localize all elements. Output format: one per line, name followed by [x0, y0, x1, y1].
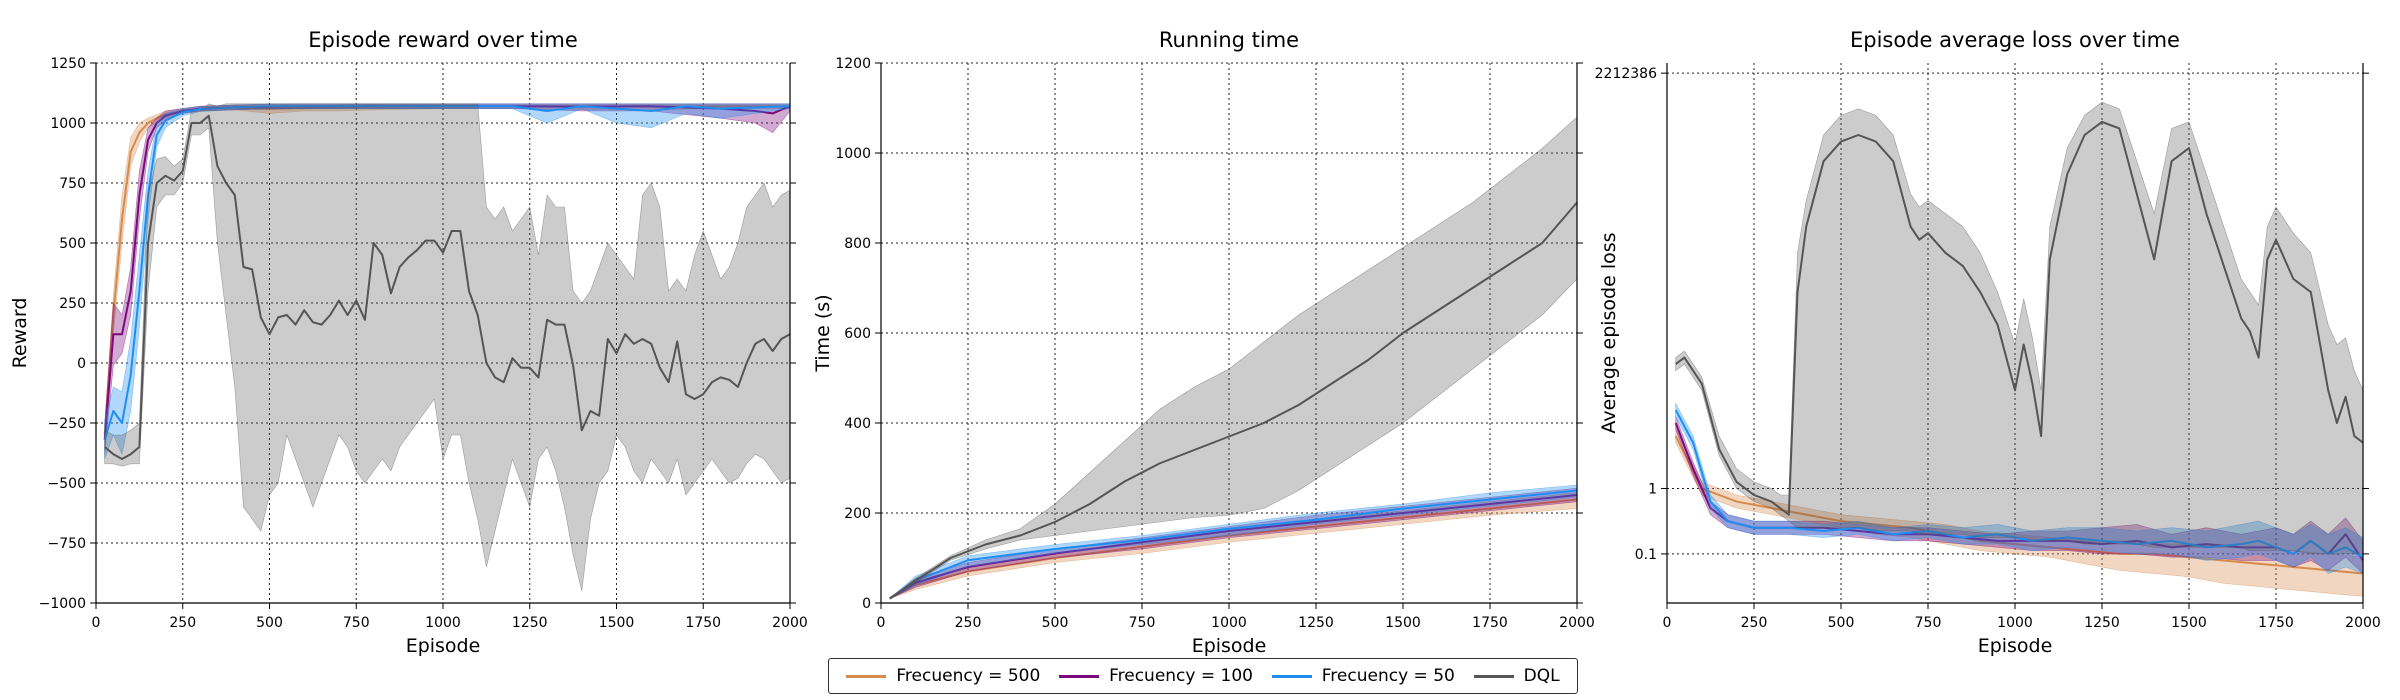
- x-tick-label: 250: [1741, 615, 1768, 631]
- series-line-dql: [889, 201, 1578, 600]
- x-tick-label: 500: [1828, 615, 1855, 631]
- x-axis-label: Episode: [1978, 635, 2053, 657]
- x-tick-label: 1250: [2084, 615, 2120, 631]
- legend-item-freq-100: Frecuency = 100: [1059, 666, 1253, 686]
- x-tick-label: 1500: [599, 615, 635, 631]
- chart-title: Episode reward over time: [308, 28, 578, 52]
- y-axis-label: Time (s): [812, 294, 834, 372]
- legend-item-freq-500: Frecuency = 500: [846, 666, 1040, 686]
- series-line-frecuency-500: [1674, 435, 2364, 575]
- x-tick-label: 500: [256, 615, 283, 631]
- series-line-frecuency-50: [103, 105, 791, 441]
- x-tick-label: 1750: [2258, 615, 2294, 631]
- legend-label-freq-500: Frecuency = 500: [896, 666, 1041, 686]
- x-tick-label: 750: [1915, 615, 1942, 631]
- series-line-dql: [104, 114, 791, 460]
- x-tick-label: 250: [169, 615, 196, 631]
- x-tick-label: 0: [92, 615, 101, 631]
- x-tick-label: 250: [955, 615, 982, 631]
- series-line-frecuency-50: [1674, 409, 2364, 559]
- legend-label-dql: DQL: [1523, 666, 1560, 686]
- legend-swatch-freq-100: [1059, 674, 1100, 678]
- y-tick-label: 1000: [835, 146, 871, 162]
- y-tick-label: 400: [844, 416, 871, 432]
- legend-swatch-dql: [1473, 674, 1514, 678]
- y-tick-label: 200: [844, 506, 871, 522]
- x-tick-label: 1000: [1211, 615, 1247, 631]
- series-line-frecuency-50: [889, 489, 1578, 600]
- y-axis-label: Reward: [9, 298, 31, 369]
- x-tick-label: 0: [1663, 615, 1672, 631]
- y-tick-label: 600: [844, 326, 871, 342]
- y-tick-label: −500: [48, 476, 86, 492]
- y-tick-label: 1000: [50, 116, 86, 132]
- x-tick-label: 2000: [2345, 615, 2381, 631]
- x-tick-label: 1250: [512, 615, 548, 631]
- x-axis-label: Episode: [1192, 635, 1267, 657]
- x-tick-label: 1750: [1472, 615, 1508, 631]
- x-tick-label: 1000: [1997, 615, 2033, 631]
- x-tick-label: 0: [877, 615, 886, 631]
- x-tick-label: 1500: [1385, 615, 1421, 631]
- reward-chart-panel: Episode reward over time 0 250 500 750 1000 12…: [9, 28, 808, 657]
- y-axis-label: Average episode loss: [1598, 232, 1620, 433]
- x-tick-label: 1500: [2171, 615, 2207, 631]
- x-tick-label: 2000: [772, 615, 808, 631]
- running-time-chart-panel: Running time 0 250 500 750 1000 1250 1500 1750 20…: [812, 28, 1595, 657]
- chart-title: Episode average loss over time: [1850, 28, 2180, 52]
- y-tick-label: 0.1: [1635, 547, 1657, 563]
- y-tick-label: 1250: [50, 56, 86, 72]
- y-tick-label: 800: [844, 236, 871, 252]
- x-tick-label: 1000: [425, 615, 461, 631]
- chart-legend: Frecuency = 500 Frecuency = 100 Frecuenc…: [828, 658, 1578, 694]
- loss-chart-panel: Episode average loss over time 0 250 500 750…: [1595, 28, 2381, 657]
- legend-swatch-freq-50: [1271, 674, 1312, 678]
- y-tick-label: 1200: [835, 56, 871, 72]
- y-tick-label: 0: [77, 356, 86, 372]
- x-tick-label: 2000: [1559, 615, 1595, 631]
- series-line-dql: [1675, 120, 2364, 516]
- y-tick-label: 750: [59, 176, 86, 192]
- x-tick-label: 1750: [685, 615, 721, 631]
- series-band-dql: [1675, 101, 2364, 555]
- y-tick-label: 500: [59, 236, 86, 252]
- series-line-frecuency-500: [889, 498, 1578, 600]
- y-tick-label: −250: [48, 416, 86, 432]
- x-axis-label: Episode: [406, 635, 481, 657]
- y-tick-label: 2212386: [1595, 66, 1657, 82]
- series-band-dql: [104, 103, 791, 592]
- y-tick-label: 0: [862, 596, 871, 612]
- legend-label-freq-100: Frecuency = 100: [1109, 666, 1253, 686]
- legend-label-freq-50: Frecuency = 50: [1321, 666, 1455, 686]
- y-tick-label: −750: [48, 536, 86, 552]
- legend-item-dql: DQL: [1473, 666, 1560, 686]
- series-line-frecuency-100: [889, 494, 1578, 600]
- legend-item-freq-50: Frecuency = 50: [1271, 666, 1455, 686]
- x-tick-label: 750: [343, 615, 370, 631]
- x-tick-label: 1250: [1298, 615, 1334, 631]
- x-tick-label: 750: [1129, 615, 1156, 631]
- x-tick-label: 500: [1042, 615, 1069, 631]
- legend-swatch-freq-500: [846, 674, 887, 678]
- y-tick-label: −1000: [39, 596, 86, 612]
- y-tick-label: 1: [1648, 481, 1657, 497]
- y-tick-label: 250: [59, 296, 86, 312]
- chart-title: Running time: [1159, 28, 1299, 52]
